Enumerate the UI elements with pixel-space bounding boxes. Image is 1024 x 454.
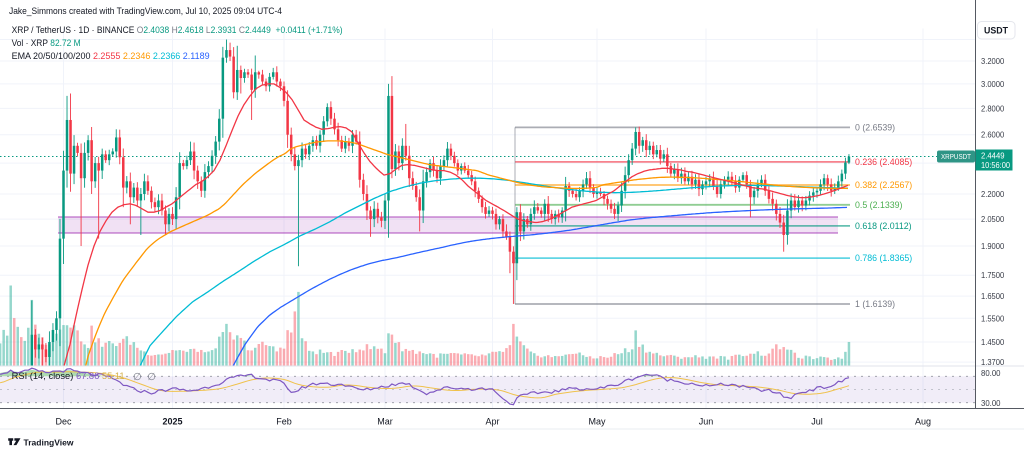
svg-text:∅ ∅: ∅ ∅	[133, 372, 156, 383]
svg-text:0.5 (2.1339): 0.5 (2.1339)	[855, 200, 903, 210]
svg-text:Jun: Jun	[699, 417, 714, 427]
svg-text:May: May	[588, 417, 606, 427]
svg-text:1.6500: 1.6500	[981, 292, 1005, 301]
svg-text:30.00: 30.00	[981, 399, 1001, 408]
svg-text:Mar: Mar	[377, 417, 393, 427]
svg-text:EMA 20/50/100/200 2.2555 2.234: EMA 20/50/100/200 2.2555 2.2346 2.2366 2…	[12, 51, 210, 61]
svg-text:1 (1.6139): 1 (1.6139)	[855, 299, 895, 309]
svg-text:2.2000: 2.2000	[981, 190, 1005, 199]
svg-text:10:56:00: 10:56:00	[981, 160, 1010, 170]
svg-text:XRPUSDT: XRPUSDT	[941, 154, 972, 161]
svg-text:1.3700: 1.3700	[981, 358, 1005, 367]
svg-text:Jake_Simmons created with Trad: Jake_Simmons created with TradingView.co…	[9, 6, 282, 16]
svg-text:3.2000: 3.2000	[981, 57, 1005, 66]
svg-text:Apr: Apr	[485, 417, 499, 427]
svg-text:1.9000: 1.9000	[981, 242, 1005, 251]
svg-text:RSI (14, close) 67.86 55.11: RSI (14, close) 67.86 55.11	[12, 371, 125, 381]
svg-text:0.618 (2.0112): 0.618 (2.0112)	[855, 221, 912, 231]
svg-text:2.0500: 2.0500	[981, 215, 1005, 224]
svg-text:Dec: Dec	[55, 417, 72, 427]
svg-text:0.786 (1.8365): 0.786 (1.8365)	[855, 253, 912, 263]
svg-text:3.0000: 3.0000	[981, 80, 1005, 89]
svg-text:1.7500: 1.7500	[981, 271, 1005, 280]
svg-text:Feb: Feb	[276, 417, 292, 427]
svg-text:0.236 (2.4085): 0.236 (2.4085)	[855, 157, 912, 167]
svg-text:Jul: Jul	[811, 417, 823, 427]
svg-text:Vol · XRP 82.72 M: Vol · XRP 82.72 M	[12, 38, 81, 48]
svg-text:2025: 2025	[162, 417, 182, 427]
svg-text:0.382 (2.2567): 0.382 (2.2567)	[855, 180, 912, 190]
svg-text:1.5500: 1.5500	[981, 314, 1005, 323]
svg-text:80.00: 80.00	[981, 369, 1001, 378]
svg-text:1.4500: 1.4500	[981, 338, 1005, 347]
svg-text:2.8000: 2.8000	[981, 104, 1005, 113]
svg-text:TradingView: TradingView	[24, 438, 74, 448]
svg-text:XRP / TetherUS · 1D · BINANCE: XRP / TetherUS · 1D · BINANCE O2.4038 H2…	[12, 25, 343, 35]
svg-text:2.6000: 2.6000	[981, 131, 1005, 140]
svg-text:USDT: USDT	[984, 26, 1009, 36]
svg-text:0 (2.6539): 0 (2.6539)	[855, 122, 895, 132]
svg-text:Aug: Aug	[915, 417, 931, 427]
svg-text:2.4449: 2.4449	[981, 151, 1005, 161]
